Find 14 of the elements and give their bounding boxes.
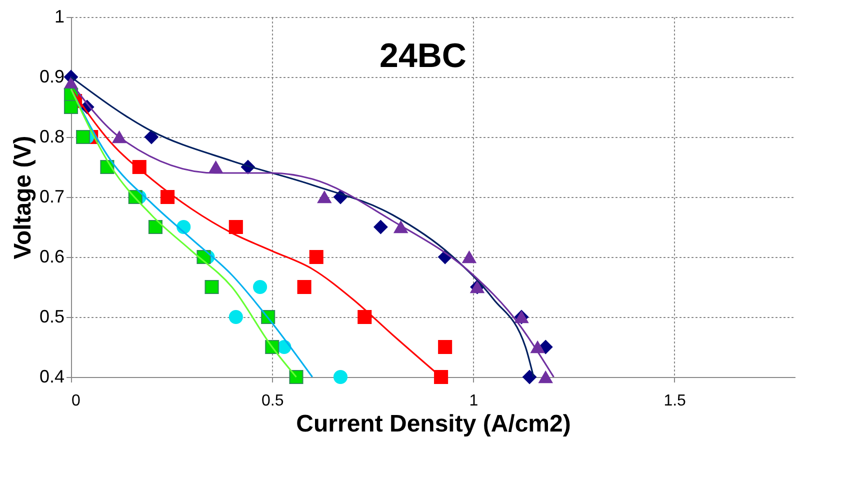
y-tick-label: 0.5 — [39, 306, 64, 326]
x-tick-label: 1 — [469, 392, 478, 410]
y-tick-label: 0.8 — [39, 126, 64, 146]
y-tick-label: 1 — [54, 6, 64, 26]
x-tick-label: 1.5 — [664, 392, 686, 410]
y-tick-label: 0.4 — [39, 366, 64, 386]
y-axis-title: Voltage (V) — [9, 136, 36, 260]
text: 24BC — [380, 37, 466, 75]
x-tick-label: 0.5 — [261, 392, 284, 410]
x-axis-title: Current Density (A/cm2) — [296, 410, 571, 438]
x-tick-label: 0 — [72, 392, 80, 410]
y-tick-label: 0.6 — [39, 246, 64, 266]
y-tick-label: 0.7 — [39, 186, 64, 206]
y-tick-label: 0.9 — [39, 66, 64, 86]
